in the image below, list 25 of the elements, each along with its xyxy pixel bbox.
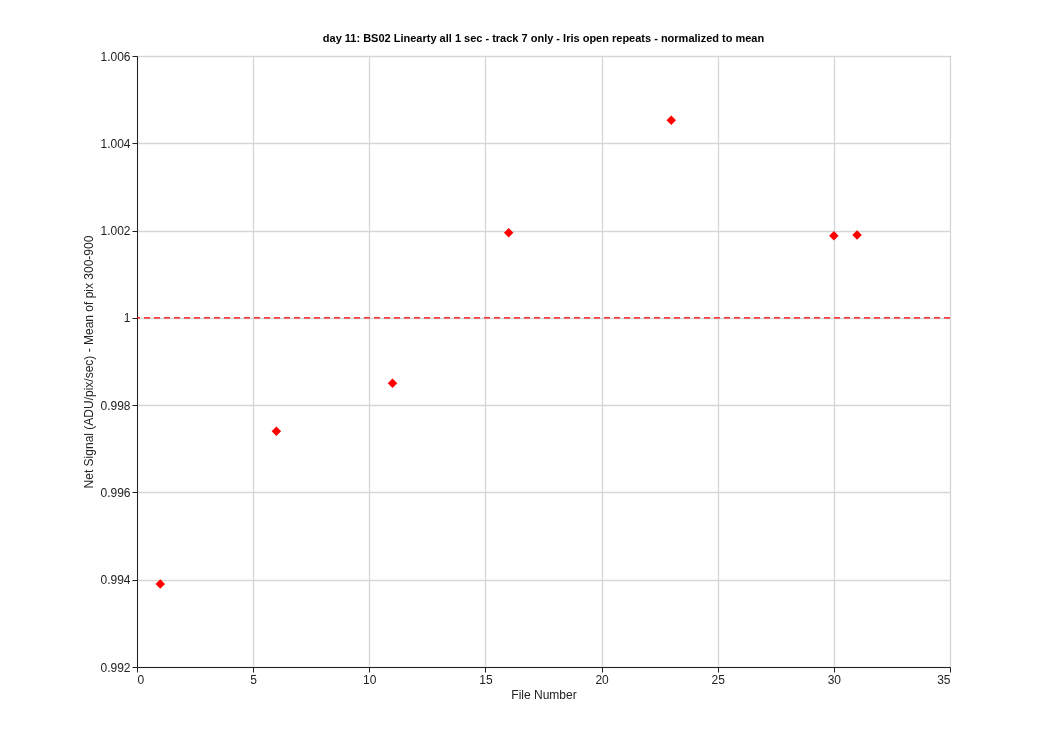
chart-title: day 11: BS02 Linearty all 1 sec - track 7 only - Iris open repeats - normalized to mean	[322, 32, 765, 44]
y-tick-label: 1.002	[100, 224, 131, 239]
x-tick-label: 30	[827, 672, 842, 687]
y-tick-label: 1.006	[100, 49, 131, 64]
y-tick-label: 0.998	[100, 398, 131, 413]
x-tick-label: 10	[363, 672, 377, 687]
point	[503, 228, 514, 238]
y-tick-label: 0.992	[100, 660, 131, 675]
point	[155, 579, 165, 589]
x-tick-label: 35	[937, 672, 951, 687]
x-tick-label: 25	[711, 672, 726, 687]
point	[271, 426, 282, 437]
y-axis-title: Net Signal (ADU/pix/sec) - Mean of pix 300-900	[82, 235, 97, 489]
y-tick-label: 0.994	[100, 573, 131, 588]
x-tick-label: 5	[250, 672, 258, 687]
x-tick-label: 0	[137, 672, 145, 687]
y-tick-label: 1.004	[100, 136, 131, 151]
x-axis-title: File Number	[511, 687, 577, 702]
point	[666, 115, 676, 125]
x-tick-label: 20	[595, 672, 610, 687]
y-tick-label: 1	[123, 311, 131, 326]
point	[387, 378, 398, 389]
point	[829, 231, 839, 241]
y-tick-label: 0.996	[100, 485, 131, 500]
x-tick-label: 15	[479, 672, 493, 687]
